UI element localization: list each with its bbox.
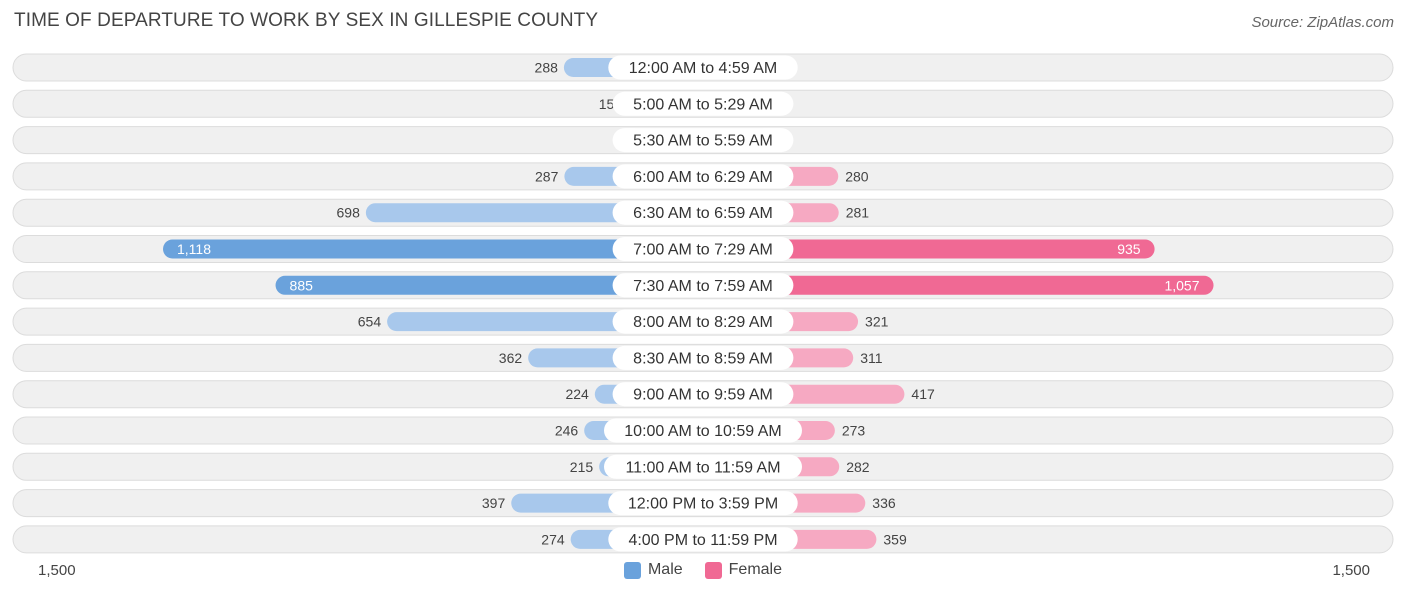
category-pill xyxy=(608,527,798,552)
category-pill xyxy=(612,273,794,298)
category-pill xyxy=(604,454,802,479)
category-pill xyxy=(612,164,794,189)
value-label-male: 215 xyxy=(570,459,594,475)
category-label: 8:00 AM to 8:29 AM xyxy=(633,314,773,331)
category-label: 5:30 AM to 5:59 AM xyxy=(633,133,773,150)
category-label: 6:00 AM to 6:29 AM xyxy=(633,169,773,186)
value-label-female: 359 xyxy=(883,531,907,547)
legend-item-female[interactable]: Female xyxy=(704,561,783,579)
category-label: 5:00 AM to 5:29 AM xyxy=(633,96,773,113)
value-label-male: 274 xyxy=(541,531,565,547)
value-label-female: 273 xyxy=(842,423,866,439)
value-label-male: 885 xyxy=(290,277,314,293)
category-pill xyxy=(612,309,794,334)
legend: Male Female xyxy=(0,561,1406,579)
category-label: 12:00 AM to 4:59 AM xyxy=(629,60,778,77)
value-label-female: 417 xyxy=(911,386,935,402)
category-label: 4:00 PM to 11:59 PM xyxy=(628,532,777,549)
category-label: 11:00 AM to 11:59 AM xyxy=(625,459,780,476)
value-label-female: 1,057 xyxy=(1164,277,1199,293)
value-label-female: 281 xyxy=(846,205,870,221)
value-label-male: 288 xyxy=(535,60,559,76)
bar-male xyxy=(275,275,703,295)
bar-male xyxy=(163,239,704,259)
value-label-female: 280 xyxy=(845,168,869,184)
value-label-male: 224 xyxy=(565,386,589,402)
category-label: 10:00 AM to 10:59 AM xyxy=(624,423,781,440)
legend-swatch-male xyxy=(623,561,641,579)
category-pill xyxy=(604,418,802,443)
category-pill xyxy=(612,382,794,407)
category-label: 12:00 PM to 3:59 PM xyxy=(628,496,778,513)
category-label: 6:30 AM to 6:59 AM xyxy=(633,205,773,222)
chart-title: TIME OF DEPARTURE TO WORK BY SEX IN GILL… xyxy=(14,10,599,31)
category-label: 9:00 AM to 9:59 AM xyxy=(633,387,773,404)
chart-svg: 28812912:00 AM to 4:59 AM155125:00 AM to… xyxy=(12,53,1394,554)
category-label: 7:30 AM to 7:59 AM xyxy=(633,278,773,295)
value-label-female: 336 xyxy=(872,495,896,511)
value-label-female: 282 xyxy=(846,459,870,475)
category-label: 7:00 AM to 7:29 AM xyxy=(633,242,773,259)
legend-label-female: Female xyxy=(728,561,783,578)
category-label: 8:30 AM to 8:59 AM xyxy=(633,350,773,367)
value-label-female: 935 xyxy=(1117,241,1141,257)
legend-item-male[interactable]: Male xyxy=(623,561,683,579)
value-label-male: 287 xyxy=(535,168,559,184)
category-pill xyxy=(612,237,794,261)
source-label: Source: ZipAtlas.com xyxy=(1251,14,1394,31)
category-pill xyxy=(608,55,798,80)
category-pill xyxy=(608,491,798,516)
value-label-male: 698 xyxy=(337,205,361,221)
value-label-male: 362 xyxy=(499,350,523,366)
value-label-female: 321 xyxy=(865,314,889,330)
value-label-male: 246 xyxy=(555,423,579,439)
value-label-male: 654 xyxy=(358,314,382,330)
category-pill xyxy=(612,345,794,370)
value-label-female: 311 xyxy=(860,350,883,366)
value-label-male: 397 xyxy=(482,495,506,511)
bar-female xyxy=(703,239,1155,259)
axis-left-label: 1,500 xyxy=(38,562,76,579)
category-pill xyxy=(612,200,794,225)
legend-swatch-female xyxy=(704,561,722,579)
legend-label-male: Male xyxy=(647,561,683,578)
axis-right-label: 1,500 xyxy=(1332,562,1370,579)
value-label-male: 1,118 xyxy=(177,241,211,257)
category-pill xyxy=(612,128,794,153)
bar-female xyxy=(703,275,1214,295)
category-pill xyxy=(612,91,794,116)
